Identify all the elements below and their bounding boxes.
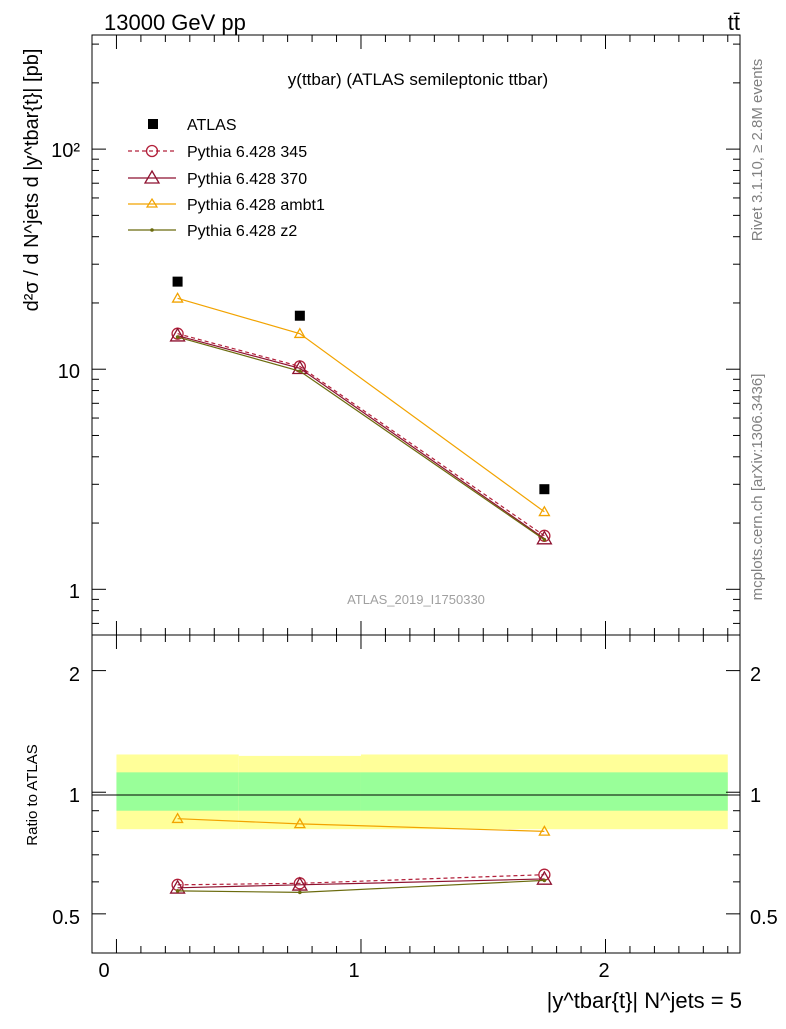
ratio-point-ambt1 [171,812,184,824]
data-point-atlas [172,276,183,287]
ratio-line-370 [177,878,545,889]
series-layer [169,276,553,895]
ratio-point-370 [169,879,186,894]
data-point-atlas [539,484,550,495]
ratio-point-370 [536,870,553,885]
ratio-tick-label-2: 2 [69,664,80,686]
ratio-band-inner-2 [360,772,728,811]
ratio-tick-label-right-0.5: 0.5 [750,907,778,929]
series-point-z2 [298,369,302,373]
series-point-370 [169,327,186,342]
ratio-tick-label-right-1: 1 [750,785,761,807]
series-point-370 [291,359,308,375]
analysis-id: ATLAS_2019_I1750330 [347,592,485,607]
legend-marker-ambt1 [145,197,159,208]
process-label: 13000 GeV pp [104,10,246,35]
ratio-point-ambt1 [538,825,551,836]
series-point-ambt1 [171,291,184,303]
ratio-line-ambt1 [177,818,545,832]
legend-marker-345 [145,144,159,158]
source-label: mcplots.cern.ch [arXiv:1306.3436] [749,374,766,601]
series-line-ambt1 [177,297,545,513]
y-tick-label-100: 10² [51,140,80,162]
x-axis-title: |y^tbar{t}| N^jets = 5 [547,988,742,1013]
ratio-band-inner-0 [116,772,239,811]
legend-label-345: Pythia 6.428 345 [187,144,307,161]
y-axis-title: d²σ / d N^jets d |y^tbar{t}| [pb] [21,49,43,312]
legend-label-atlas: ATLAS [187,117,237,134]
ratio-point-z2 [298,890,302,895]
ratio-band-layer [116,754,728,830]
legend-marker-atlas [148,119,158,129]
ratio-line-345 [177,874,545,886]
x-tick-label-0: 0 [98,960,109,982]
ratio-point-z2 [175,889,180,893]
ratio-axis-title: Ratio to ATLAS [24,744,41,845]
ratio-point-ambt1 [293,817,306,829]
rivet-version-label: Rivet 3.1.10, ≥ 2.8M events [749,59,766,242]
legend: ATLAS Pythia 6.428 345 Pythia 6.428 370 … [128,117,325,240]
ratio-panel-frame [91,634,741,954]
ratio-tick-label-1: 1 [69,785,80,807]
x-tick-label-2: 2 [598,960,609,982]
series-point-ambt1 [538,505,551,517]
ratio-point-370 [291,876,308,891]
y-tick-label-1: 1 [69,581,80,603]
series-line-z2 [177,336,545,541]
ratio-point-z2 [542,878,547,883]
axis-ticks [91,35,740,954]
ratio-band-inner-1 [238,772,361,811]
series-point-ambt1 [293,327,306,339]
legend-marker-370 [143,169,161,184]
plot-title: y(ttbar) (ATLAS semileptonic ttbar) [288,70,548,89]
legend-label-ambt1: Pythia 6.428 ambt1 [187,197,325,214]
legend-label-370: Pythia 6.428 370 [187,171,307,188]
series-line-345 [177,333,545,537]
series-line-370 [177,335,545,540]
legend-label-z2: Pythia 6.428 z2 [187,223,297,240]
series-point-z2 [542,537,547,542]
data-point-atlas [294,310,305,321]
ratio-tick-label-right-2: 2 [750,664,761,686]
series-point-z2 [175,335,180,339]
x-tick-label-1: 1 [348,960,359,982]
y-tick-label-10: 10 [58,361,80,383]
ratio-tick-label-0.5: 0.5 [52,907,80,929]
final-state-tag: tt̄ [728,10,740,35]
legend-marker-z2 [150,228,154,232]
